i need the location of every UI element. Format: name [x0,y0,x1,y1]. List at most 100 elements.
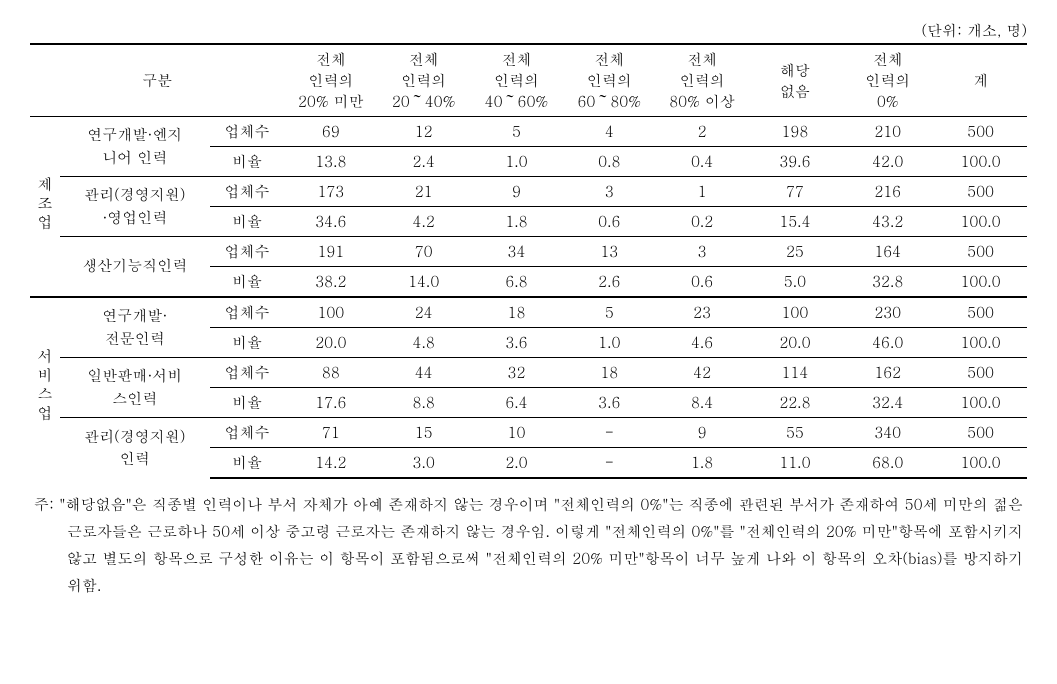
cat-0-1: 관리(경영지원) ·영업인력 [60,177,210,237]
val: 14.0 [377,267,470,298]
val: 32.4 [841,388,934,418]
val: 23 [656,297,749,328]
val: 500 [934,418,1027,448]
val: 2.4 [377,147,470,177]
metric: 업체수 [210,358,285,388]
val: 100.0 [934,328,1027,358]
val: 24 [377,297,470,328]
val: 68.0 [841,448,934,479]
val: 3.0 [377,448,470,479]
val: 500 [934,358,1027,388]
header-col-5: 해당 없음 [749,44,842,117]
val: 100.0 [934,448,1027,479]
val: 69 [284,117,377,147]
metric: 업체수 [210,177,285,207]
val: 164 [841,237,934,267]
cat-0-2: 생산기능직인력 [60,237,210,298]
val: 216 [841,177,934,207]
header-col-1: 전체 인력의 20～40% [377,44,470,117]
val: 1.8 [470,207,563,237]
metric: 비율 [210,328,285,358]
header-col-6: 전체 인력의 0% [841,44,934,117]
val: 32 [470,358,563,388]
val: 0.4 [656,147,749,177]
val: 0.8 [563,147,656,177]
val: 500 [934,297,1027,328]
val: 500 [934,117,1027,147]
val: 21 [377,177,470,207]
val: 22.8 [749,388,842,418]
metric: 업체수 [210,297,285,328]
val: 10 [470,418,563,448]
val: 1.0 [470,147,563,177]
val: 13.8 [284,147,377,177]
val: 2 [656,117,749,147]
val: 1.0 [563,328,656,358]
val: 114 [749,358,842,388]
val: 1.8 [656,448,749,479]
header-col-4: 전체 인력의 80% 이상 [656,44,749,117]
val: 4.2 [377,207,470,237]
val: 198 [749,117,842,147]
val: 18 [563,358,656,388]
val: 4.8 [377,328,470,358]
metric: 비율 [210,147,285,177]
val: 11.0 [749,448,842,479]
val: 9 [470,177,563,207]
val: 0.6 [563,207,656,237]
cat-1-1: 일반판매·서비 스인력 [60,358,210,418]
val: 17.6 [284,388,377,418]
val: 88 [284,358,377,388]
val: 1 [656,177,749,207]
cat-1-2: 관리(경영지원) 인력 [60,418,210,479]
val: - [563,418,656,448]
val: 44 [377,358,470,388]
val: 0.2 [656,207,749,237]
val: 13 [563,237,656,267]
val: 38.2 [284,267,377,298]
val: 77 [749,177,842,207]
val: 6.4 [470,388,563,418]
note-body: "해당없음"은 직종별 인력이나 부서 자체가 아예 존재하지 않는 경우이며 … [59,494,1023,596]
val: 55 [749,418,842,448]
val: 8.8 [377,388,470,418]
val: 32.8 [841,267,934,298]
val: 25 [749,237,842,267]
metric: 비율 [210,267,285,298]
val: 42 [656,358,749,388]
header-col-2: 전체 인력의 40～60% [470,44,563,117]
val: 4 [563,117,656,147]
val: 100.0 [934,147,1027,177]
val: 0.6 [656,267,749,298]
footnote: 주: "해당없음"은 직종별 인력이나 부서 자체가 아예 존재하지 않는 경우… [30,491,1027,599]
val: 191 [284,237,377,267]
cat-0-0: 연구개발·엔지 니어 인력 [60,117,210,177]
val: 100.0 [934,267,1027,298]
val: 100 [284,297,377,328]
val: 210 [841,117,934,147]
val: 3.6 [563,388,656,418]
val: 162 [841,358,934,388]
metric: 업체수 [210,117,285,147]
val: 71 [284,418,377,448]
val: 15.4 [749,207,842,237]
val: - [563,448,656,479]
metric: 비율 [210,448,285,479]
val: 3.6 [470,328,563,358]
val: 39.6 [749,147,842,177]
unit-label: (단위: 개소, 명) [30,20,1027,41]
val: 500 [934,237,1027,267]
val: 230 [841,297,934,328]
val: 6.8 [470,267,563,298]
section-label-1: 서비스업 [30,297,60,478]
header-gubun: 구분 [30,44,284,117]
val: 5.0 [749,267,842,298]
val: 12 [377,117,470,147]
val: 15 [377,418,470,448]
val: 100.0 [934,207,1027,237]
val: 100 [749,297,842,328]
metric: 비율 [210,388,285,418]
val: 2.6 [563,267,656,298]
val: 34 [470,237,563,267]
metric: 업체수 [210,237,285,267]
